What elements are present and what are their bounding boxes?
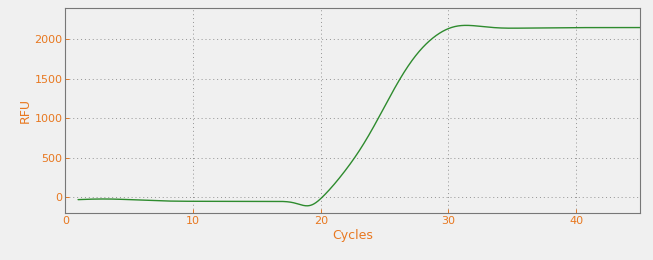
X-axis label: Cycles: Cycles (332, 229, 373, 242)
Y-axis label: RFU: RFU (19, 98, 31, 123)
